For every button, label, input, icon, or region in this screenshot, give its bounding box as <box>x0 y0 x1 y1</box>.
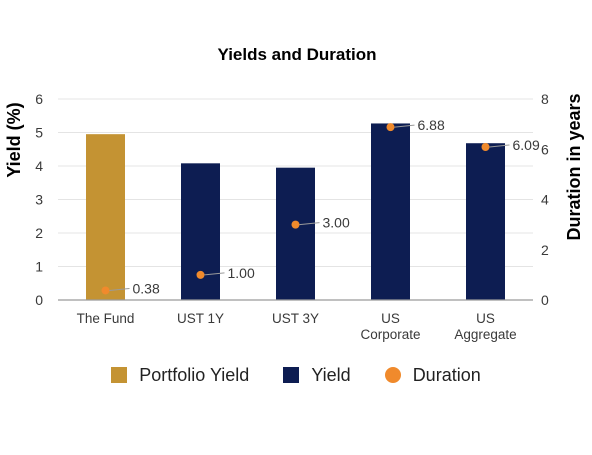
duration-leader-line <box>299 222 320 226</box>
duration-data-label: 1.00 <box>228 265 255 281</box>
bar-yield <box>371 123 410 300</box>
y2-axis-title: Duration in years <box>564 93 584 240</box>
legend-swatch-yield <box>283 367 300 383</box>
duration-leader-line <box>109 287 130 291</box>
chart-title: Yields and Duration <box>217 45 376 64</box>
bar-yield <box>276 167 315 300</box>
y2-tick-label: 4 <box>541 192 549 208</box>
x-tick-label: US <box>381 311 400 326</box>
bar-yield <box>466 143 505 300</box>
legend: Portfolio Yield Yield Duration <box>0 360 592 390</box>
x-tick-label: The Fund <box>77 311 135 326</box>
bars <box>86 123 505 300</box>
duration-data-label: 6.09 <box>513 137 540 153</box>
duration-points: 0.38 1.00 3.00 6.88 6.09 <box>101 117 540 296</box>
legend-swatch-portfolio-yield <box>111 367 128 383</box>
duration-point <box>196 270 205 279</box>
x-tick-label: Corporate <box>360 327 420 342</box>
duration-leader-line <box>489 144 510 148</box>
y-tick-label: 6 <box>35 91 43 107</box>
y2-tick-label: 8 <box>541 91 549 107</box>
bar-yield <box>181 163 220 300</box>
duration-point <box>481 142 490 151</box>
legend-label-yield: Yield <box>311 364 351 385</box>
duration-point <box>291 220 300 229</box>
x-tick-label: UST 3Y <box>272 311 319 326</box>
legend-dot-duration <box>384 367 401 383</box>
x-tick-label: UST 1Y <box>177 311 224 326</box>
legend-label-duration: Duration <box>412 364 481 385</box>
duration-data-label: 3.00 <box>323 215 350 231</box>
y-tick-label: 3 <box>35 192 43 208</box>
legend-label-portfolio-yield: Portfolio Yield <box>139 364 250 385</box>
y-tick-label: 2 <box>35 225 43 241</box>
duration-leader-line <box>394 124 415 128</box>
x-tick-label: Aggregate <box>454 327 516 342</box>
legend-item-portfolio-yield: Portfolio Yield <box>111 365 249 386</box>
legend-item-yield: Yield <box>283 364 351 386</box>
y2-tick-label: 0 <box>541 292 549 308</box>
y2-tick-label: 6 <box>541 141 549 157</box>
y-axis-title: Yield (%) <box>4 102 24 177</box>
duration-point <box>101 286 110 295</box>
y-tick-label: 5 <box>35 125 43 141</box>
bar-portfolio-yield <box>86 134 125 300</box>
legend-item-duration: Duration <box>384 364 481 386</box>
y2-tick-label: 2 <box>541 242 549 258</box>
y-tick-label: 0 <box>35 292 43 308</box>
y-tick-label: 1 <box>35 259 43 275</box>
duration-data-label: 6.88 <box>418 117 445 133</box>
x-tick-label: US <box>476 311 495 326</box>
y-tick-label: 4 <box>35 158 43 174</box>
duration-leader-line <box>204 272 225 276</box>
duration-point <box>386 123 395 132</box>
duration-data-label: 0.38 <box>133 280 160 296</box>
